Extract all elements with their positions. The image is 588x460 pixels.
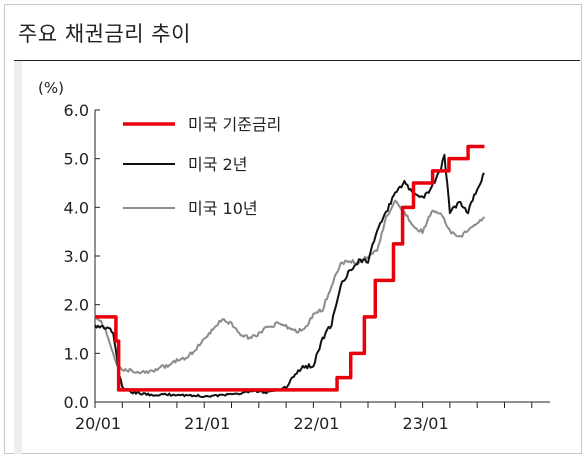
chart-title: 주요 채권금리 추이 xyxy=(18,22,191,46)
x-tick-label: 23/01 xyxy=(403,414,449,433)
axes: 0.0 1.0 2.0 3.0 4.0 5.0 6.0(%) 20/01 21/01 22/01 2… xyxy=(38,79,550,433)
left-accent-bar xyxy=(14,61,22,454)
legend-label-0: 미국 기준금리 xyxy=(188,115,281,134)
y-axis-unit: (%) xyxy=(38,79,64,97)
chart-frame xyxy=(4,4,582,454)
legend-label-1: 미국 2년 xyxy=(188,155,247,174)
y-tick-label: 2.0 xyxy=(64,296,89,315)
y-tick-label: 3.0 xyxy=(64,247,89,266)
y-tick-label: 6.0 xyxy=(64,101,89,120)
x-tick-label: 21/01 xyxy=(184,414,230,433)
title-divider xyxy=(14,60,580,61)
series-line-2 xyxy=(94,199,486,375)
y-tick-label: 0.0 xyxy=(64,393,89,412)
x-tick-label: 22/01 xyxy=(293,414,339,433)
y-tick-label: 1.0 xyxy=(64,344,89,363)
legend-label-2: 미국 10년 xyxy=(188,199,258,218)
y-tick-label: 5.0 xyxy=(64,150,89,169)
series-line-0 xyxy=(95,144,485,392)
x-tick-label: 20/01 xyxy=(75,414,121,433)
series-line-1 xyxy=(94,153,486,398)
y-tick-label: 4.0 xyxy=(64,198,89,217)
series-layer xyxy=(94,144,486,398)
